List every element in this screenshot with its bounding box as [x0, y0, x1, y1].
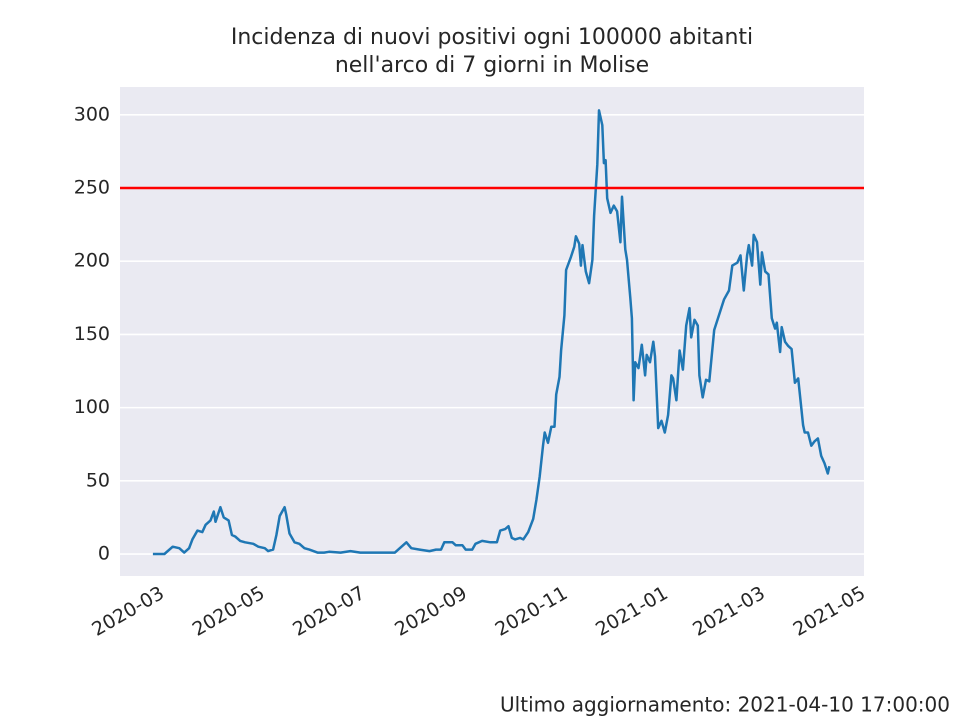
y-tick-label: 100 — [74, 396, 110, 418]
x-tick-label: 2020-03 — [88, 582, 168, 641]
x-tick-label: 2020-05 — [189, 582, 269, 641]
y-tick-label: 200 — [74, 250, 110, 272]
x-tick-label: 2021-05 — [789, 582, 869, 641]
x-tick-label: 2020-09 — [391, 582, 471, 641]
y-tick-label: 300 — [74, 103, 110, 125]
y-tick-label: 50 — [86, 469, 110, 491]
y-tick-label: 0 — [98, 543, 110, 565]
x-tick-label: 2021-01 — [592, 582, 672, 641]
chart-title: nell'arco di 7 giorni in Molise — [335, 53, 649, 78]
plot-area — [120, 87, 864, 576]
chart-title: Incidenza di nuovi positivi ogni 100000 … — [231, 25, 753, 50]
x-tick-label: 2020-11 — [492, 582, 572, 641]
footnote: Ultimo aggiornamento: 2021-04-10 17:00:0… — [500, 693, 950, 717]
y-tick-label: 150 — [74, 323, 110, 345]
x-tick-label: 2021-03 — [689, 582, 769, 641]
data-line — [152, 109, 831, 556]
x-tick-label: 2020-07 — [289, 582, 369, 641]
y-tick-label: 250 — [74, 177, 110, 199]
